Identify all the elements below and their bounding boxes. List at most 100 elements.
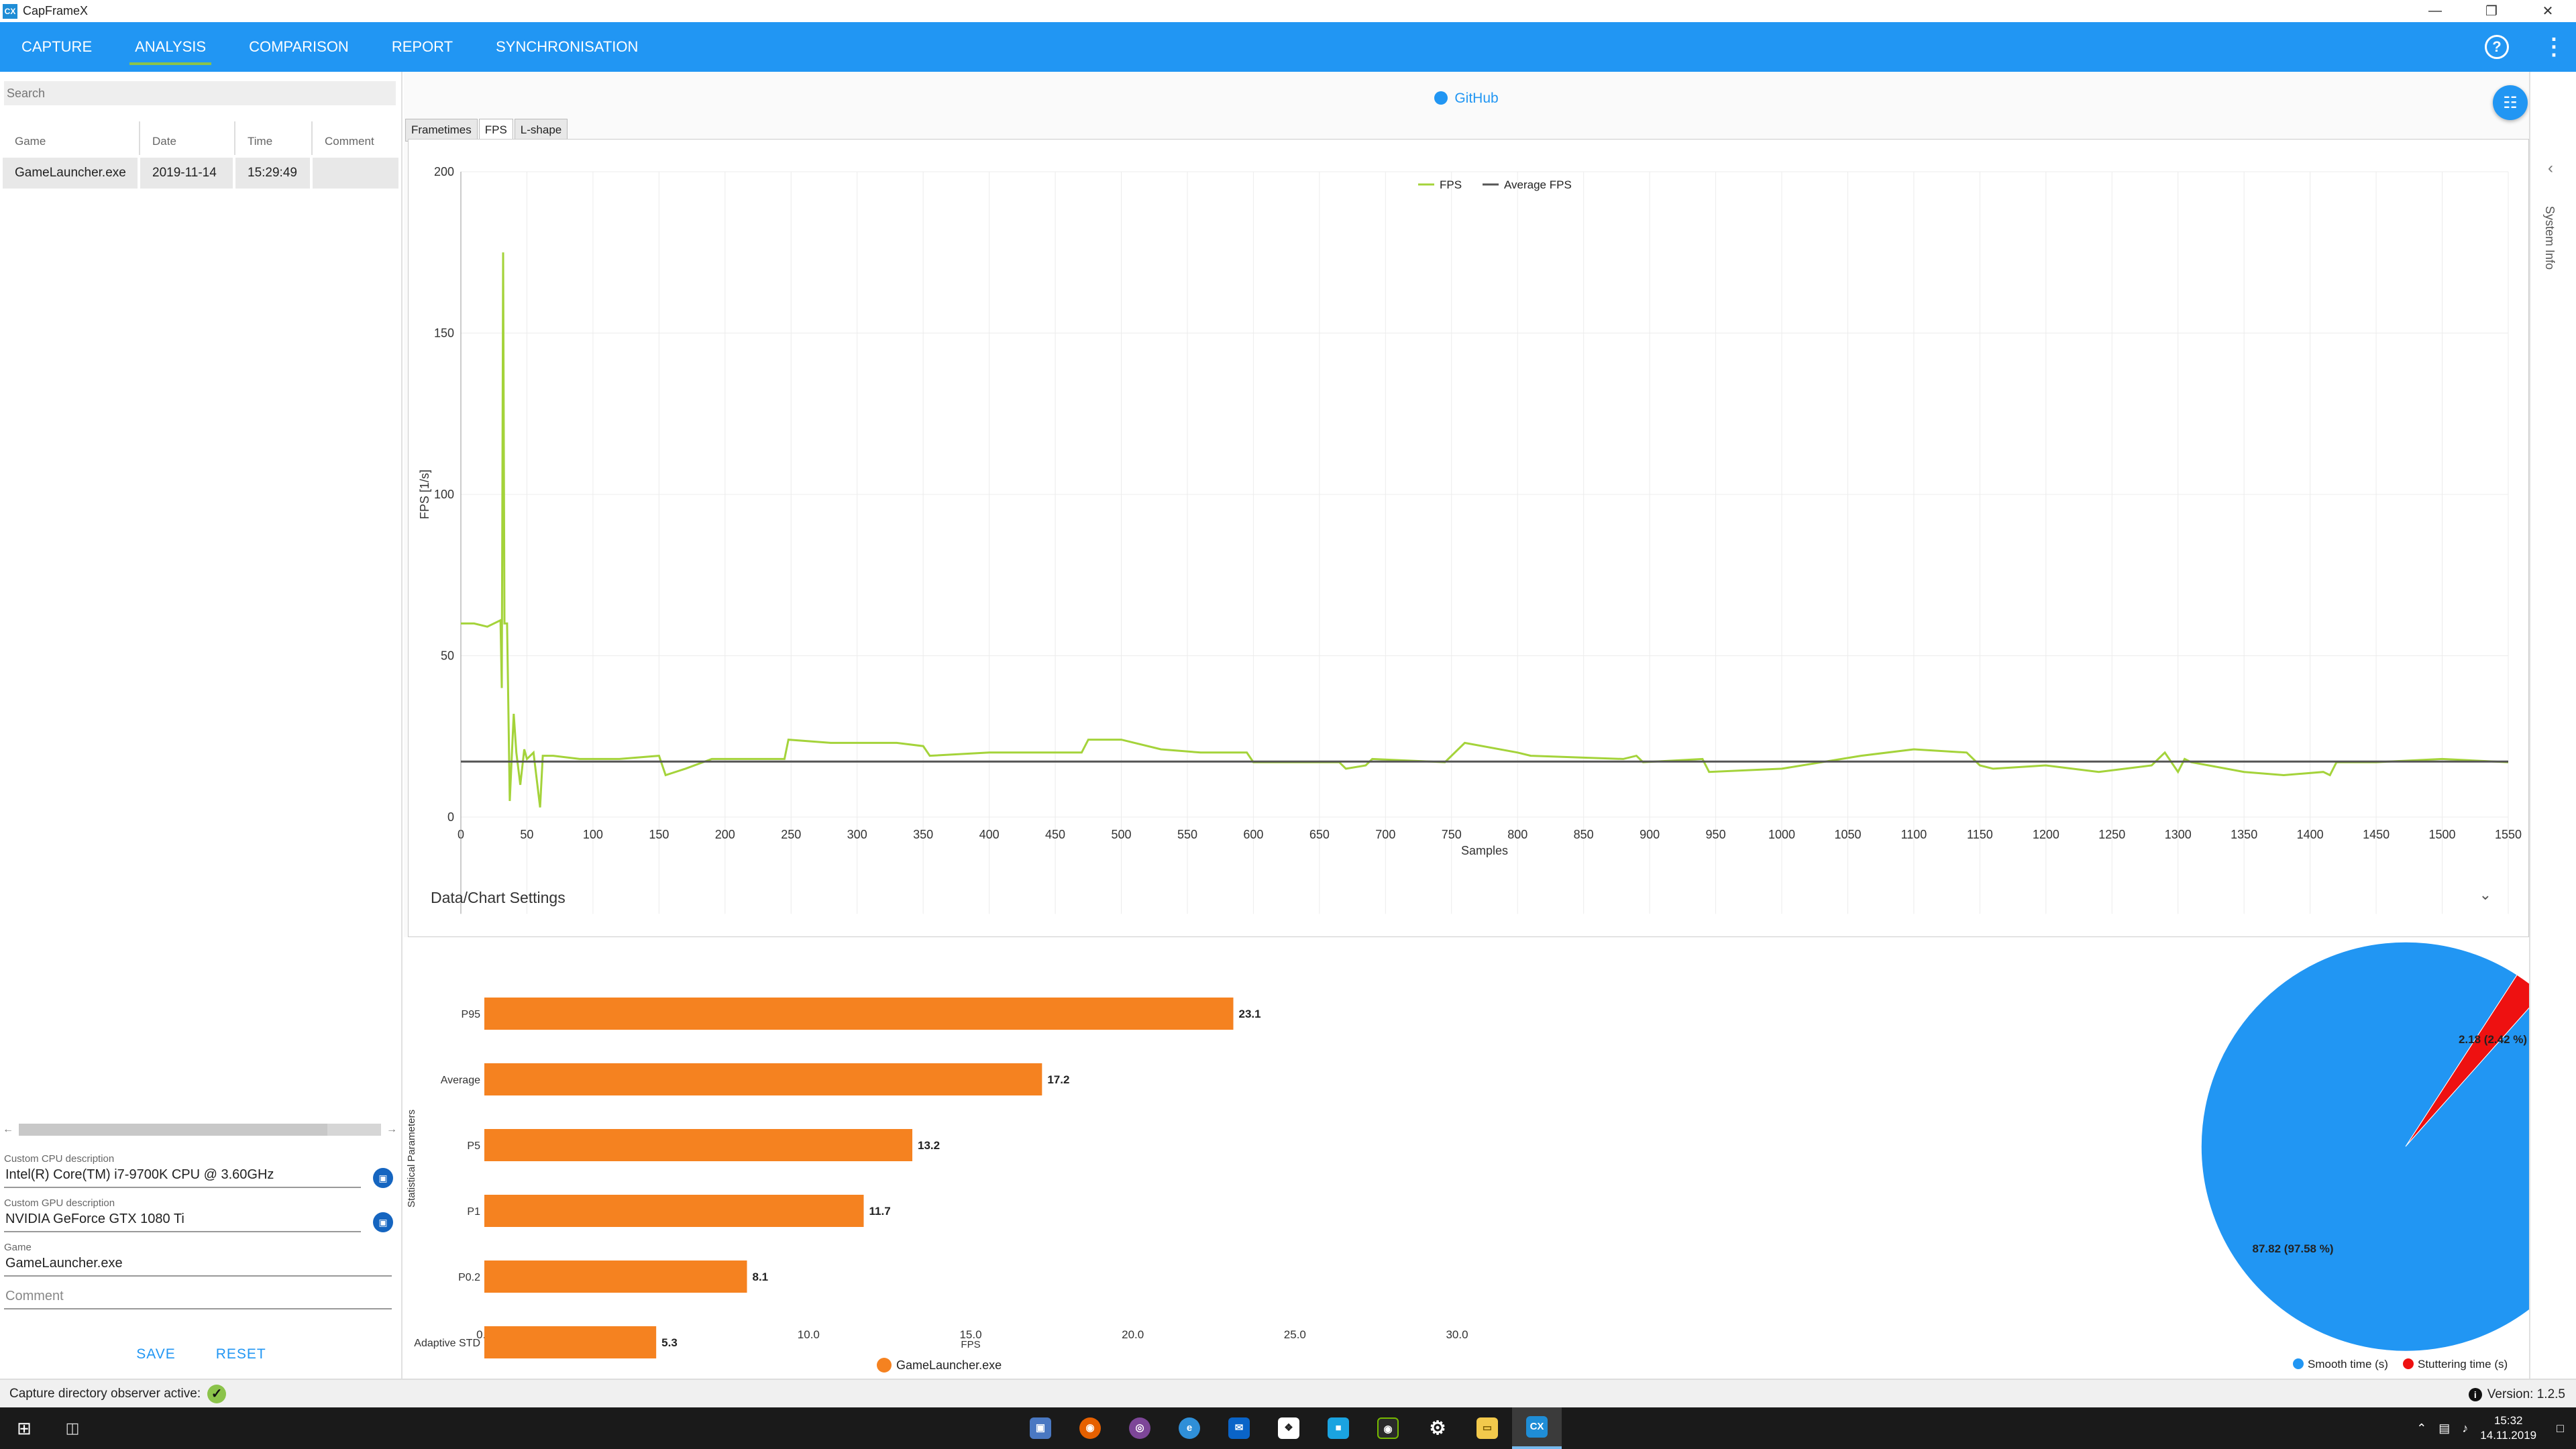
app-logo-icon: CX [3,3,17,19]
column-header-date[interactable]: Date [140,121,235,155]
checkmark-icon: ✓ [207,1384,227,1403]
x-tick-label: 900 [1640,828,1660,841]
monitor-app-icon: ▣ [1030,1417,1051,1439]
pie-legend-smooth-label: Smooth time (s) [2308,1358,2388,1371]
tab-synchronisation[interactable]: SYNCHRONISATION [496,38,639,55]
info-icon[interactable]: i [2468,1387,2482,1401]
game-field: Game GameLauncher.exe [4,1242,393,1277]
x-tick-label: 1550 [2495,828,2522,841]
scroll-right-icon[interactable]: → [386,1124,397,1135]
clock-time: 15:32 [2493,1414,2523,1427]
network-icon[interactable]: ▤ [2438,1421,2451,1435]
bar-x-tick-label: 15.0 [959,1328,981,1341]
taskbar-app-9[interactable]: ⚙ [1413,1407,1462,1449]
taskbar-app-3[interactable]: ◎ [1115,1407,1165,1449]
taskbar-app-5[interactable]: ✉ [1214,1407,1264,1449]
record-date: 2019-11-14 [140,158,235,189]
tab-fps[interactable]: FPS [478,119,513,142]
taskbar-app-2[interactable]: ◉ [1065,1407,1115,1449]
version-text: Version: 1.2.5 [2487,1387,2565,1401]
help-icon[interactable]: ? [2485,35,2509,59]
table-row[interactable]: GameLauncher.exe 2019-11-14 15:29:49 [3,158,398,189]
taskbar-app-8[interactable]: ◉ [1363,1407,1413,1449]
minimize-icon[interactable]: — [2428,3,2442,18]
x-tick-label: 800 [1507,828,1527,841]
x-tick-label: 400 [979,828,1000,841]
comment-input[interactable]: Comment [4,1286,392,1309]
tab-capture[interactable]: CAPTURE [21,38,93,55]
volume-icon[interactable]: ♪ [2462,1421,2469,1435]
taskbar-app-7[interactable]: ■ [1313,1407,1363,1449]
taskbar-app-6[interactable]: ❖ [1264,1407,1313,1449]
maximize-icon[interactable]: ❐ [2485,4,2498,19]
stutter-pie-chart-svg: 2.18 (2.42 %) 87.82 (97.58 %) Smooth time … [2200,941,2576,1371]
x-tick-label: 1400 [2297,828,2324,841]
chevron-down-icon[interactable]: ⌄ [2479,886,2491,903]
column-header-comment[interactable]: Comment [325,135,374,148]
x-tick-label: 150 [649,828,669,841]
tab-report[interactable]: REPORT [391,38,453,55]
observer-status-text: Capture directory observer active: [9,1386,201,1401]
gpu-description-label: Custom GPU description [4,1197,115,1209]
x-tick-label: 500 [1111,828,1131,841]
taskbar-clock[interactable]: 15:32 14.11.2019 [2480,1413,2536,1443]
column-header-game[interactable]: Game [3,121,140,155]
x-tick-label: 300 [847,828,867,841]
fps-line-chart[interactable]: 0 50 100 150 200 250 300 350 400 450 500 550 600 650 7… [408,139,2529,937]
x-axis-title: Samples [1461,844,1508,857]
windows-taskbar: ⊞ ◫ ▣ ◉ ◎ e ✉ ❖ ■ ◉ ⚙ ▭ CX ⌃ ▤ ♪ 15:32 1… [0,1407,2576,1449]
github-link[interactable]: GitHub [404,91,2529,107]
save-button[interactable]: SAVE [136,1346,176,1362]
column-header-time[interactable]: Time [235,121,313,155]
cpu-description-input[interactable]: Intel(R) Core(TM) i7-9700K CPU @ 3.60GHz [4,1165,361,1188]
windows-start-icon[interactable]: ⊞ [17,1417,32,1438]
taskbar-app-1[interactable]: ▣ [1016,1407,1065,1449]
bar-x-tick-label: 30.0 [1446,1328,1468,1341]
x-tick-label: 1150 [1967,828,1993,841]
x-tick-label: 50 [520,828,533,841]
github-icon [1434,91,1448,105]
system-info-label[interactable]: System Info [2543,206,2557,270]
gpu-description-input[interactable]: NVIDIA GeForce GTX 1080 Ti [4,1209,361,1232]
scrollbar-thumb[interactable] [19,1124,327,1136]
floating-action-button[interactable]: ☷ [2493,85,2528,120]
tab-l-shape[interactable]: L-shape [514,119,568,142]
chevron-left-icon[interactable]: ‹ [2548,159,2553,177]
scroll-left-icon[interactable]: ← [3,1124,13,1135]
system-info-rail[interactable]: ‹ System Info [2529,72,2576,1379]
chart-settings-title[interactable]: Data/Chart Settings [431,889,566,906]
tab-frametimes[interactable]: Frametimes [405,119,478,142]
task-view-icon[interactable]: ◫ [65,1419,80,1436]
reset-button[interactable]: RESET [215,1346,266,1362]
y-tick-label: 150 [434,327,454,340]
search-input[interactable] [4,81,396,105]
tab-analysis[interactable]: ANALYSIS [113,22,227,72]
bar-category-label: Average [441,1075,480,1086]
game-input[interactable]: GameLauncher.exe [4,1253,392,1277]
horizontal-scrollbar[interactable]: ← → [3,1121,397,1138]
tab-comparison[interactable]: COMPARISON [249,38,349,55]
x-tick-label: 450 [1045,828,1065,841]
taskbar-app-4[interactable]: e [1165,1407,1214,1449]
bar [484,1326,657,1358]
cpu-save-icon[interactable]: ▣ [373,1168,393,1188]
cpu-description-field: Custom CPU description Intel(R) Core(TM)… [4,1153,393,1188]
bar-legend-swatch [877,1358,892,1373]
taskbar-app-capframex[interactable]: CX [1512,1407,1562,1449]
record-game: GameLauncher.exe [3,158,140,189]
x-tick-label: 350 [913,828,933,841]
x-tick-label: 1100 [1901,828,1927,841]
close-icon[interactable]: ✕ [2542,4,2554,19]
x-tick-label: 1300 [2165,828,2192,841]
gpu-save-icon[interactable]: ▣ [373,1212,393,1232]
more-options-icon[interactable]: ⋮ [2542,34,2565,60]
legend-average-label: Average FPS [1504,178,1572,191]
vscode-icon: ❖ [1278,1417,1299,1439]
y-tick-label: 0 [447,810,454,824]
file-explorer-icon: ▭ [1477,1417,1498,1439]
taskbar-app-10[interactable]: ▭ [1462,1407,1512,1449]
x-tick-label: 100 [583,828,603,841]
tray-chevron-up-icon[interactable]: ⌃ [2416,1421,2427,1435]
notification-icon[interactable]: □ [2557,1421,2564,1435]
